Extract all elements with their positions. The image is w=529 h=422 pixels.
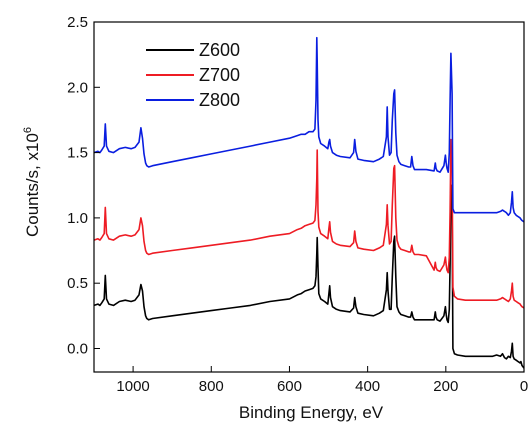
series-layer xyxy=(93,36,525,369)
y-tick-label: 1.5 xyxy=(67,145,88,162)
x-tick-label: 600 xyxy=(277,378,302,395)
y-axis-label-exponent: 6 xyxy=(22,127,34,133)
x-tick-label: 0 xyxy=(520,378,528,395)
plot-frame xyxy=(93,21,525,373)
y-tick-label: 2.0 xyxy=(67,79,88,96)
x-axis: 1000 800 600 400 200 0 xyxy=(116,366,528,395)
series-line-z600 xyxy=(93,184,525,369)
y-axis-label: Counts/s, x106 xyxy=(22,127,42,237)
series-line-z800 xyxy=(93,36,525,223)
y-tick-label: 1.0 xyxy=(67,210,88,227)
y-tick-label: 0.5 xyxy=(67,275,88,292)
y-tick-label: 0.0 xyxy=(67,340,88,357)
legend-label-z600: Z600 xyxy=(199,40,240,60)
x-tick-label: 1000 xyxy=(116,378,149,395)
x-axis-label: Binding Energy, eV xyxy=(239,403,384,422)
y-tick-label: 2.5 xyxy=(67,14,88,31)
legend-label-z800: Z800 xyxy=(199,90,240,110)
legend-label-z700: Z700 xyxy=(199,65,240,85)
series-line-z700 xyxy=(93,138,525,309)
y-axis: 0.0 0.5 1.0 1.5 2.0 2.5 xyxy=(67,14,100,357)
y-axis-label-base: Counts/s, x10 xyxy=(23,133,42,237)
x-tick-label: 200 xyxy=(433,378,458,395)
x-tick-label: 800 xyxy=(199,378,224,395)
x-tick-label: 400 xyxy=(355,378,380,395)
legend: Z600 Z700 Z800 xyxy=(146,40,240,110)
